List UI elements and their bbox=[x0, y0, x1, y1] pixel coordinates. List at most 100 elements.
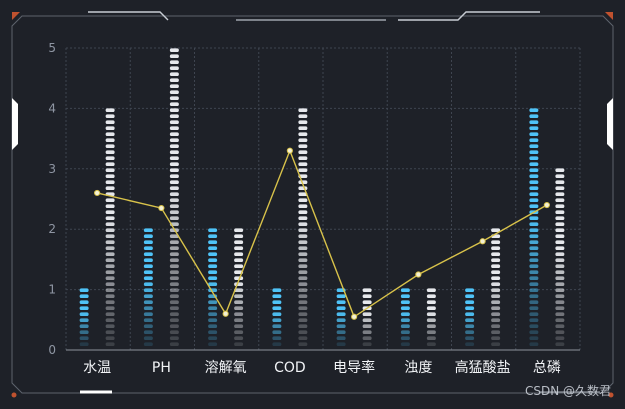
bar-segment[interactable] bbox=[298, 258, 308, 262]
bar-segment[interactable] bbox=[105, 174, 115, 178]
bar-segment[interactable] bbox=[234, 246, 244, 250]
bar-segment[interactable] bbox=[529, 138, 539, 142]
bar-segment[interactable] bbox=[555, 246, 565, 250]
bar-segment[interactable] bbox=[555, 288, 565, 292]
bar-segment[interactable] bbox=[143, 312, 153, 316]
bar-segment[interactable] bbox=[234, 276, 244, 280]
bar-segment[interactable] bbox=[169, 294, 179, 298]
bar-segment[interactable] bbox=[491, 228, 501, 232]
line-point[interactable] bbox=[479, 238, 486, 245]
bar-segment[interactable] bbox=[426, 342, 436, 346]
bar-segment[interactable] bbox=[298, 126, 308, 130]
bar-segment[interactable] bbox=[555, 192, 565, 196]
bar-segment[interactable] bbox=[400, 336, 410, 340]
bar-segment[interactable] bbox=[298, 198, 308, 202]
bar-segment[interactable] bbox=[143, 306, 153, 310]
bar-segment[interactable] bbox=[105, 210, 115, 214]
bar-segment[interactable] bbox=[79, 318, 89, 322]
bar-segment[interactable] bbox=[529, 144, 539, 148]
bar-segment[interactable] bbox=[298, 150, 308, 154]
bar-segment[interactable] bbox=[105, 288, 115, 292]
bar-segment[interactable] bbox=[465, 306, 475, 310]
bar-segment[interactable] bbox=[426, 318, 436, 322]
bar-segment[interactable] bbox=[169, 306, 179, 310]
bar-segment[interactable] bbox=[234, 330, 244, 334]
bar-segment[interactable] bbox=[336, 330, 346, 334]
bar-segment[interactable] bbox=[105, 180, 115, 184]
line-point[interactable] bbox=[222, 310, 229, 317]
bar-segment[interactable] bbox=[169, 60, 179, 64]
bar-segment[interactable] bbox=[105, 186, 115, 190]
bar-segment[interactable] bbox=[555, 252, 565, 256]
bar-segment[interactable] bbox=[529, 126, 539, 130]
bar-segment[interactable] bbox=[529, 108, 539, 112]
bar-segment[interactable] bbox=[298, 330, 308, 334]
bar-segment[interactable] bbox=[426, 312, 436, 316]
bar-segment[interactable] bbox=[491, 342, 501, 346]
bar-segment[interactable] bbox=[298, 336, 308, 340]
bar-segment[interactable] bbox=[491, 330, 501, 334]
bar-segment[interactable] bbox=[426, 300, 436, 304]
bar-segment[interactable] bbox=[465, 300, 475, 304]
line-point[interactable] bbox=[351, 313, 358, 320]
bar-segment[interactable] bbox=[555, 210, 565, 214]
bar-segment[interactable] bbox=[169, 72, 179, 76]
bar-segment[interactable] bbox=[234, 306, 244, 310]
bar-segment[interactable] bbox=[529, 228, 539, 232]
line-point[interactable] bbox=[543, 201, 550, 209]
bar-segment[interactable] bbox=[208, 234, 218, 238]
bar-segment[interactable] bbox=[298, 228, 308, 232]
bar-segment[interactable] bbox=[298, 180, 308, 184]
line-point[interactable] bbox=[415, 271, 422, 278]
bar-segment[interactable] bbox=[169, 342, 179, 346]
bar-segment[interactable] bbox=[555, 312, 565, 316]
bar-segment[interactable] bbox=[400, 342, 410, 346]
bar-segment[interactable] bbox=[105, 228, 115, 232]
bar-segment[interactable] bbox=[208, 312, 218, 316]
bar-segment[interactable] bbox=[298, 270, 308, 274]
bar-segment[interactable] bbox=[79, 312, 89, 316]
bar-segment[interactable] bbox=[272, 312, 282, 316]
bar-segment[interactable] bbox=[529, 276, 539, 280]
bar-segment[interactable] bbox=[298, 240, 308, 244]
bar-segment[interactable] bbox=[426, 294, 436, 298]
bar-segment[interactable] bbox=[555, 186, 565, 190]
bar-segment[interactable] bbox=[336, 342, 346, 346]
bar-segment[interactable] bbox=[169, 120, 179, 124]
bar-segment[interactable] bbox=[529, 204, 539, 208]
bar-segment[interactable] bbox=[400, 318, 410, 322]
line-point[interactable] bbox=[94, 189, 101, 197]
bar-segment[interactable] bbox=[143, 330, 153, 334]
bar-segment[interactable] bbox=[298, 156, 308, 160]
bar-segment[interactable] bbox=[105, 270, 115, 274]
bar-segment[interactable] bbox=[426, 324, 436, 328]
bar-segment[interactable] bbox=[298, 246, 308, 250]
bar-segment[interactable] bbox=[529, 312, 539, 316]
bar-segment[interactable] bbox=[529, 156, 539, 160]
bar-segment[interactable] bbox=[555, 342, 565, 346]
line-point[interactable] bbox=[286, 147, 293, 154]
bar-segment[interactable] bbox=[465, 318, 475, 322]
bar-segment[interactable] bbox=[105, 150, 115, 154]
bar-segment[interactable] bbox=[529, 162, 539, 166]
bar-segment[interactable] bbox=[105, 204, 115, 208]
bar-segment[interactable] bbox=[79, 330, 89, 334]
bar-segment[interactable] bbox=[529, 198, 539, 202]
bar-segment[interactable] bbox=[208, 276, 218, 280]
bar-segment[interactable] bbox=[491, 306, 501, 310]
bar-segment[interactable] bbox=[208, 240, 218, 244]
bar-segment[interactable] bbox=[491, 258, 501, 262]
bar-segment[interactable] bbox=[169, 234, 179, 238]
bar-segment[interactable] bbox=[362, 336, 372, 340]
bar-segment[interactable] bbox=[169, 168, 179, 172]
bar-segment[interactable] bbox=[105, 258, 115, 262]
bar-segment[interactable] bbox=[362, 288, 372, 292]
bar-segment[interactable] bbox=[555, 222, 565, 226]
bar-segment[interactable] bbox=[298, 234, 308, 238]
bar-segment[interactable] bbox=[272, 294, 282, 298]
bar-segment[interactable] bbox=[143, 300, 153, 304]
bar-segment[interactable] bbox=[362, 312, 372, 316]
bar-segment[interactable] bbox=[143, 288, 153, 292]
bar-segment[interactable] bbox=[143, 252, 153, 256]
bar-segment[interactable] bbox=[208, 300, 218, 304]
